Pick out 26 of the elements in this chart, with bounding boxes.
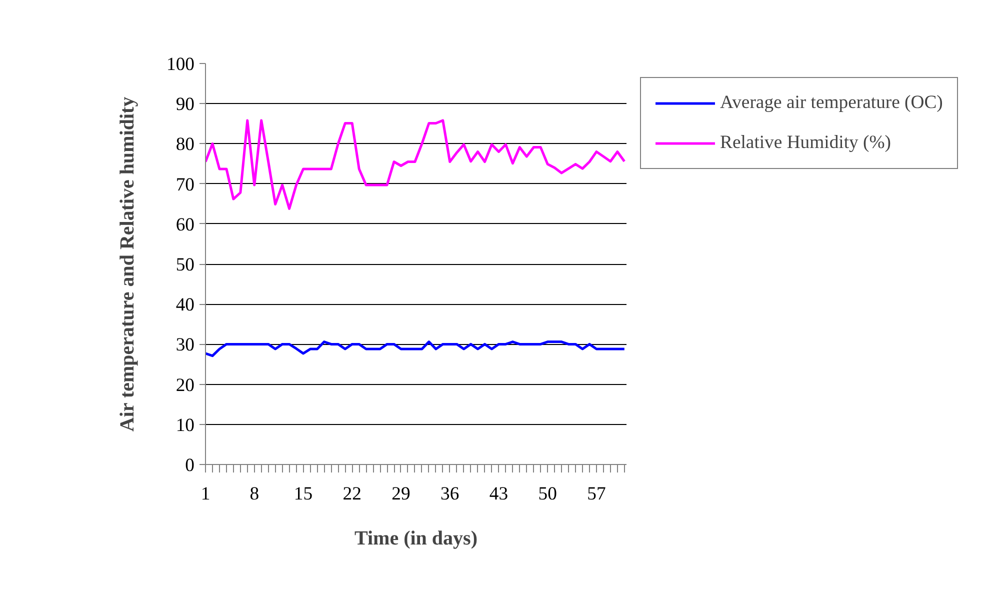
x-tick-label: 57 bbox=[587, 484, 606, 504]
y-axis-title: Air temperature and Relative humidity bbox=[116, 96, 139, 432]
y-tick-label: 80 bbox=[176, 134, 194, 156]
line-series bbox=[206, 119, 626, 210]
x-axis-title: Time (in days) bbox=[354, 528, 478, 550]
y-tick-label: 50 bbox=[176, 254, 194, 276]
y-tick-label: 60 bbox=[176, 214, 194, 236]
y-tick-label: 10 bbox=[176, 414, 194, 436]
y-tick-label: 100 bbox=[166, 54, 194, 75]
y-tick-label: 70 bbox=[176, 174, 194, 196]
x-tick-label: 43 bbox=[489, 484, 508, 504]
x-tick-label: 36 bbox=[440, 484, 460, 504]
x-tick-label: 8 bbox=[250, 484, 260, 504]
legend-label: Average air temperature (OC) bbox=[720, 92, 943, 114]
x-tick-label: 50 bbox=[538, 484, 557, 504]
x-tick-label: 22 bbox=[342, 484, 362, 504]
x-tick-label: 1 bbox=[200, 484, 210, 504]
y-tick-label: 40 bbox=[176, 294, 194, 316]
y-tick-label: 90 bbox=[176, 94, 194, 116]
y-tick-label: 20 bbox=[176, 374, 194, 396]
line-series bbox=[206, 340, 626, 358]
y-tick-label: 0 bbox=[185, 455, 194, 476]
legend-label: Relative Humidity (%) bbox=[720, 132, 891, 154]
x-tick-label: 29 bbox=[392, 484, 410, 504]
x-tick-label: 15 bbox=[294, 484, 313, 504]
y-tick-label: 30 bbox=[176, 334, 194, 356]
